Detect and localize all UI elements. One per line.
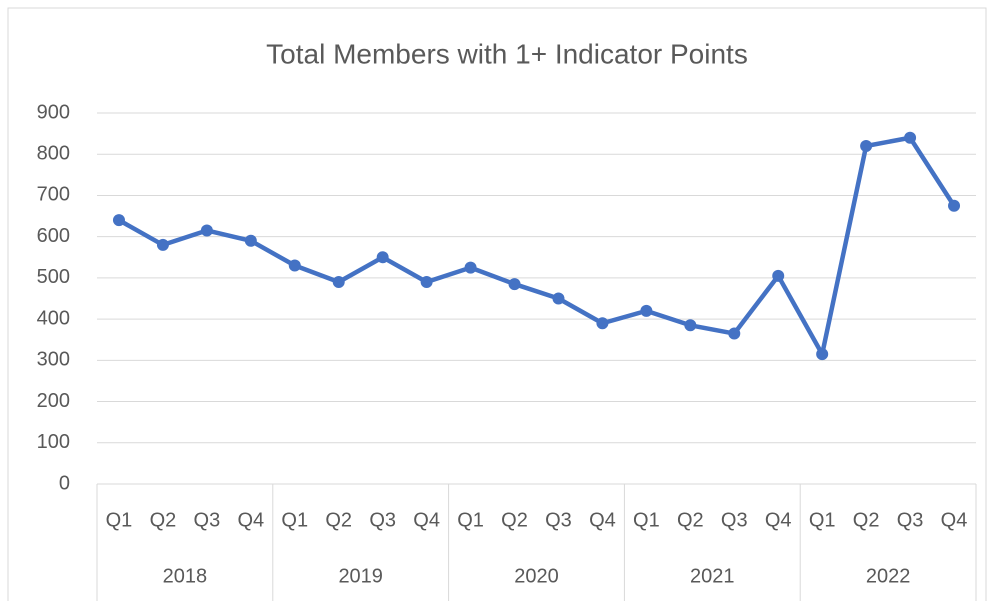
line bbox=[117, 135, 956, 357]
point bbox=[772, 269, 785, 282]
point bbox=[948, 199, 961, 212]
x-tick-label: Q3 bbox=[194, 509, 221, 531]
y-tick-label: 100 bbox=[37, 431, 70, 453]
point bbox=[596, 317, 609, 330]
point bbox=[332, 276, 345, 289]
x-tick-label: Q2 bbox=[853, 509, 880, 531]
x-group-label: 2019 bbox=[338, 565, 383, 587]
chart-frame bbox=[7, 7, 987, 601]
x-tick-label: Q2 bbox=[501, 509, 528, 531]
x-tick-label: Q1 bbox=[106, 509, 133, 531]
x-tick-label: Q3 bbox=[369, 509, 396, 531]
point bbox=[112, 214, 125, 227]
x-tick-label: Q4 bbox=[413, 509, 440, 531]
x-group-label: 2022 bbox=[866, 565, 911, 587]
x-tick-label: Q1 bbox=[809, 509, 836, 531]
y-tick-label: 400 bbox=[37, 307, 70, 329]
x-tick-label: Q1 bbox=[633, 509, 660, 531]
y-tick-label: 300 bbox=[37, 349, 70, 371]
point bbox=[288, 259, 301, 272]
point bbox=[508, 278, 521, 291]
x-group-label: 2021 bbox=[690, 565, 735, 587]
x-tick-label: Q2 bbox=[150, 509, 177, 531]
point bbox=[684, 319, 697, 332]
point bbox=[376, 251, 389, 264]
x-tick-label: Q2 bbox=[325, 509, 352, 531]
y-tick-label: 700 bbox=[37, 184, 70, 206]
point bbox=[156, 238, 169, 251]
point bbox=[904, 131, 917, 144]
y-tick-label: 600 bbox=[37, 225, 70, 247]
point bbox=[244, 234, 257, 247]
point bbox=[200, 224, 213, 237]
y-tick-label: 900 bbox=[37, 101, 70, 123]
y-tick-label: 0 bbox=[59, 472, 70, 494]
y-tick-label: 500 bbox=[37, 266, 70, 288]
x-tick-label: Q1 bbox=[281, 509, 308, 531]
y-tick-label: 200 bbox=[37, 390, 70, 412]
x-group-label: 2018 bbox=[163, 565, 208, 587]
point bbox=[420, 276, 433, 289]
x-tick-label: Q3 bbox=[897, 509, 924, 531]
x-tick-label: Q3 bbox=[721, 509, 748, 531]
x-tick-label: Q4 bbox=[237, 509, 264, 531]
x-group-label: 2020 bbox=[514, 565, 559, 587]
x-tick-label: Q4 bbox=[941, 509, 968, 531]
point bbox=[860, 139, 873, 152]
x-tick-label: Q3 bbox=[545, 509, 572, 531]
x-tick-label: Q4 bbox=[765, 509, 792, 531]
x-tick-label: Q1 bbox=[457, 509, 484, 531]
x-tick-label: Q4 bbox=[589, 509, 616, 531]
point bbox=[552, 292, 565, 305]
point bbox=[816, 348, 829, 361]
point bbox=[640, 304, 653, 317]
point bbox=[728, 327, 741, 340]
point bbox=[464, 261, 477, 274]
x-tick-label: Q2 bbox=[677, 509, 704, 531]
y-tick-label: 800 bbox=[37, 143, 70, 165]
chart-title: Total Members with 1+ Indicator Points bbox=[266, 38, 748, 69]
